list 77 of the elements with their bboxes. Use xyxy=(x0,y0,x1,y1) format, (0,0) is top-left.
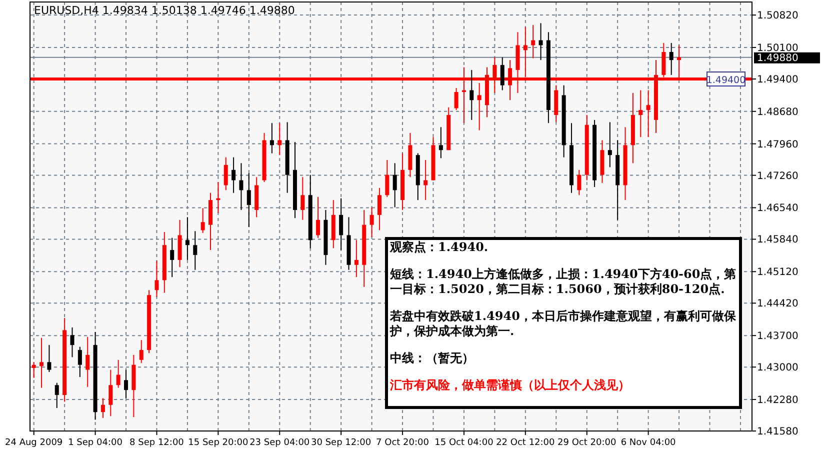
candlestick xyxy=(278,122,282,156)
candlestick xyxy=(200,208,205,234)
candlestick xyxy=(47,344,52,373)
candlestick xyxy=(316,196,320,238)
x-tick-label: 1 Sep 04:00 xyxy=(68,438,123,448)
candlestick xyxy=(270,122,274,154)
candlestick xyxy=(232,156,236,194)
candlestick xyxy=(154,260,159,298)
candlestick xyxy=(385,160,390,198)
candlestick xyxy=(339,198,344,251)
candlestick xyxy=(470,69,474,120)
x-tick-label: 29 Oct 20:00 xyxy=(558,438,616,448)
candlestick xyxy=(170,237,174,278)
candlestick xyxy=(246,172,251,228)
y-tick-label: 1.44420 xyxy=(757,298,798,310)
candlestick xyxy=(438,126,443,159)
y-tick-label: 1.49400 xyxy=(757,74,798,86)
y-tick-label: 1.41580 xyxy=(757,426,798,438)
x-tick-label: 23 Sep 04:00 xyxy=(250,438,310,448)
candlestick xyxy=(377,187,382,231)
candlestick xyxy=(454,87,458,111)
candlestick xyxy=(608,122,612,168)
candlestick xyxy=(669,42,674,76)
x-tick-label: 8 Sep 12:00 xyxy=(130,438,184,448)
candlestick xyxy=(32,362,36,378)
y-tick-label: 1.45120 xyxy=(757,267,798,278)
candlestick xyxy=(54,382,59,409)
y-tick-label: 1.43700 xyxy=(757,331,798,342)
candlestick xyxy=(646,90,650,138)
candlestick xyxy=(139,340,144,364)
candlestick xyxy=(40,337,44,388)
y-tick-label: 1.47960 xyxy=(757,139,798,150)
annotation: 短线：1.4940上方逢低做多，止损：1.4940下方40-60点，第一目标：1.5020，第二目标：1.5060，预计获利80-120点. xyxy=(390,267,738,297)
y-tick-label: 1.46540 xyxy=(757,203,798,214)
y-tick-label: 1.48680 xyxy=(757,106,798,118)
ref-line-label: 1.49400 xyxy=(706,74,746,86)
candlestick xyxy=(538,22,543,61)
y-tick-label: 1.50820 xyxy=(757,10,798,22)
annotation: 若盘中有效跌破1.4940，本日后市操作建意观望，有赢利可做保护，保护成本做为第一. xyxy=(390,309,737,339)
candlestick xyxy=(354,240,358,278)
candlestick xyxy=(70,326,74,358)
candlestick xyxy=(239,162,244,210)
y-tick-label: 1.42280 xyxy=(757,394,798,406)
candlestick xyxy=(392,162,397,208)
candlestick xyxy=(100,398,105,418)
x-tick-label: 30 Sep 12:00 xyxy=(311,438,372,448)
x-tick-label: 24 Aug 2009 xyxy=(5,438,63,448)
x-tick-label: 15 Oct 04:00 xyxy=(434,438,494,448)
x-tick-label: 22 Oct 12:00 xyxy=(496,438,556,448)
candlestick xyxy=(78,346,82,378)
candlestick xyxy=(86,336,90,388)
y-tick-label: 1.47260 xyxy=(757,170,798,182)
annotation: 观察点：1.4940. xyxy=(390,240,490,255)
y-tick-label: 1.43000 xyxy=(757,362,798,374)
candlestick xyxy=(477,82,482,131)
candlestick xyxy=(531,24,536,59)
y-tick-label: 1.45840 xyxy=(757,234,798,246)
x-tick-label: 6 Nov 04:00 xyxy=(620,438,676,448)
candlestick xyxy=(577,169,582,196)
candlestick xyxy=(424,160,428,201)
candlestick xyxy=(300,176,305,220)
annotation: 中线：（暂无） xyxy=(390,351,475,366)
candlestick xyxy=(108,369,113,417)
ref-line-label: 1.49880 xyxy=(757,52,798,64)
candlestick xyxy=(116,359,120,388)
candlestick xyxy=(638,90,643,138)
chart-title: EURUSD,H4 1.49834 1.50138 1.49746 1.49880 xyxy=(34,4,295,17)
candlestick xyxy=(185,216,190,260)
annotation: 汇市有风险，做单需谨慎（以上仅个人浅见） xyxy=(390,378,631,393)
candlestick xyxy=(370,206,374,238)
y-tick-label: 1.50100 xyxy=(757,42,798,54)
candlestick xyxy=(124,369,128,399)
x-tick-label: 7 Oct 20:00 xyxy=(376,438,430,448)
x-tick-label: 15 Sep 20:00 xyxy=(188,438,248,448)
candlestick xyxy=(224,156,228,191)
candlestick xyxy=(193,230,198,270)
candlestick xyxy=(500,56,504,91)
